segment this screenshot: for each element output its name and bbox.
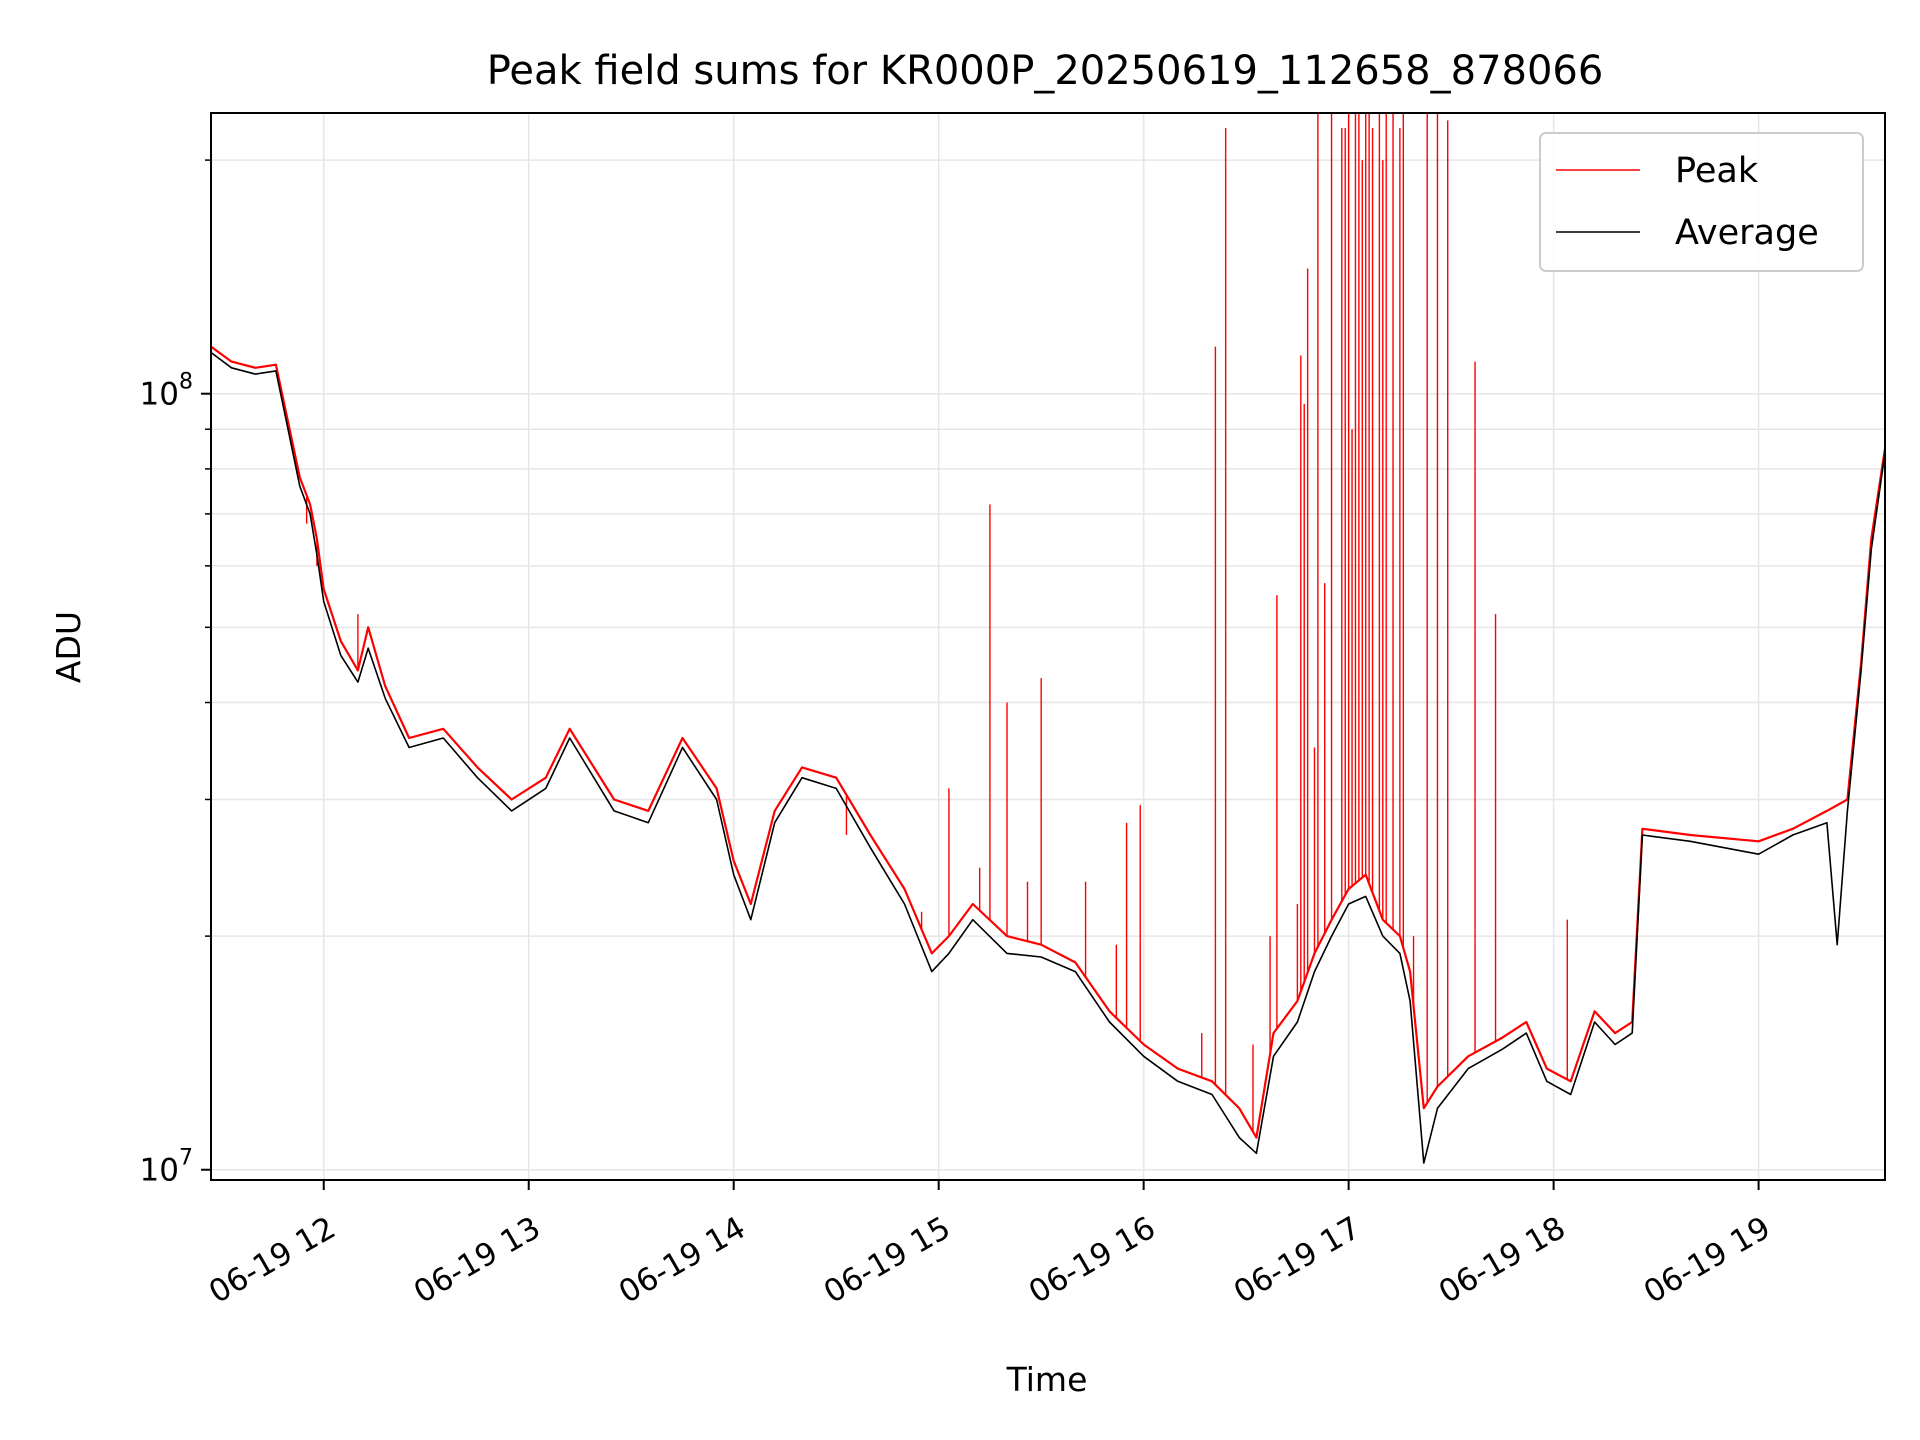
plot-area — [211, 113, 1885, 1164]
series-peak — [211, 113, 1885, 1139]
chart-title: Peak field sums for KR000P_20250619_1126… — [487, 48, 1604, 94]
legend-label-peak: Peak — [1675, 151, 1759, 191]
y-axis: 107 108 — [140, 159, 211, 1189]
y-axis-label: ADU — [49, 611, 88, 683]
plot-frame — [210, 112, 1886, 1181]
legend: Peak Average — [1539, 132, 1864, 272]
legend-label-average: Average — [1675, 213, 1819, 253]
y-tick-label: 107 — [140, 1146, 193, 1189]
series-line-average — [211, 351, 1885, 1164]
y-tick-label: 108 — [140, 370, 193, 413]
series-line-peak — [211, 345, 1885, 1139]
x-axis-label: Time — [1006, 1360, 1088, 1399]
legend-box — [1539, 132, 1864, 272]
series-average — [211, 351, 1885, 1164]
